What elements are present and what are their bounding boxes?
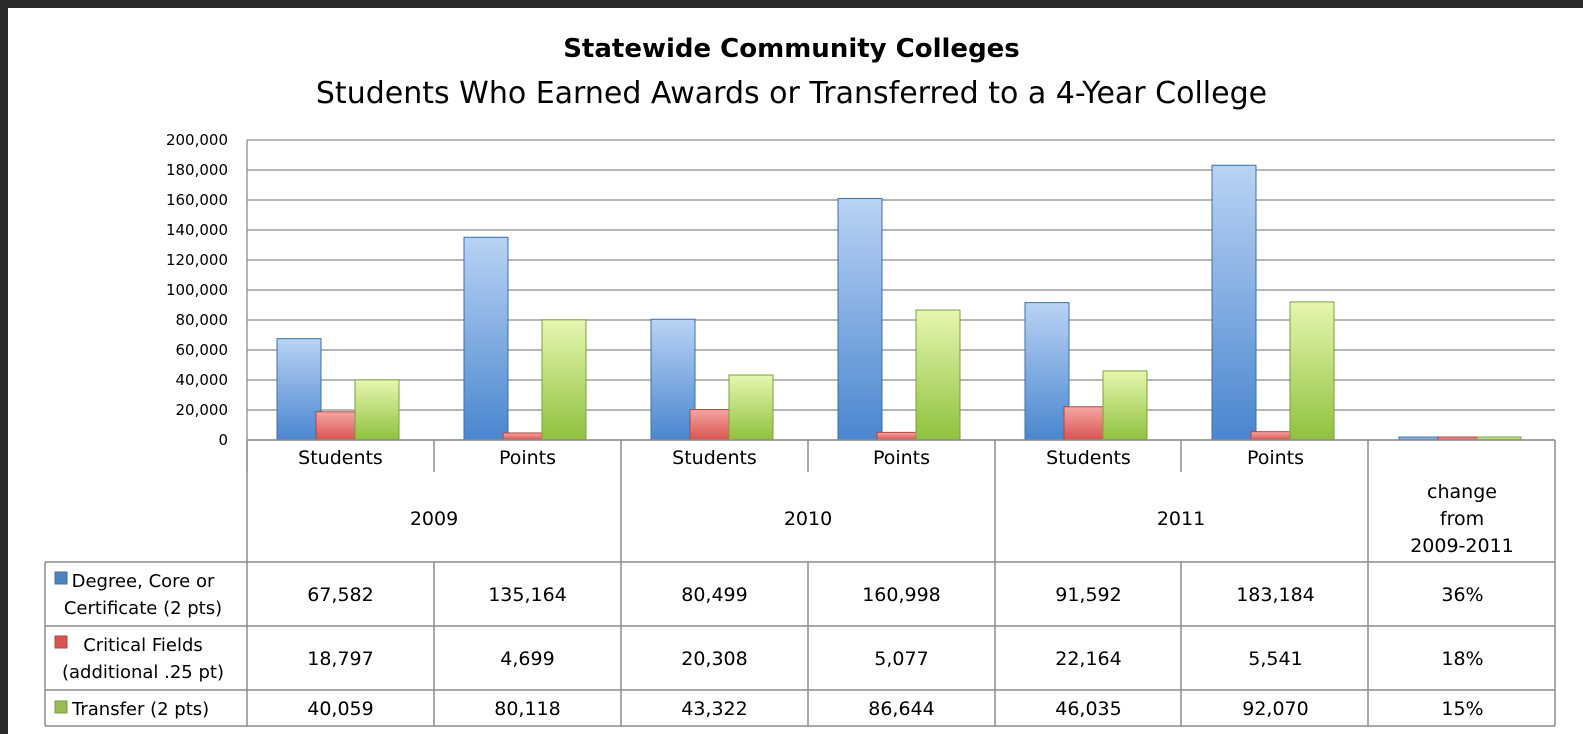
data-label: 43,322 xyxy=(681,698,747,720)
legend-entry: (additional .25 pt) xyxy=(62,662,224,683)
legend-entry: Critical Fields xyxy=(83,635,203,656)
data-label: 80,499 xyxy=(681,584,747,606)
y-tick-label: 160,000 xyxy=(166,191,228,209)
y-tick-label: 200,000 xyxy=(166,131,228,149)
x-category-label: Points xyxy=(873,447,930,469)
change-header-label: change xyxy=(1427,481,1497,503)
bar xyxy=(502,432,548,441)
bar xyxy=(276,338,322,441)
change-header-label: from xyxy=(1440,508,1484,530)
y-tick-label: 40,000 xyxy=(176,371,229,389)
bar xyxy=(689,409,735,441)
legend-swatch xyxy=(54,635,68,649)
y-tick-label: 100,000 xyxy=(166,281,228,299)
bar xyxy=(1289,301,1335,441)
bar xyxy=(837,198,883,441)
bar xyxy=(1211,164,1257,441)
y-tick-label: 60,000 xyxy=(176,341,229,359)
legend-entry: Transfer (2 pts) xyxy=(71,699,209,720)
data-label: 80,118 xyxy=(494,698,560,720)
legend-swatch xyxy=(54,571,68,585)
x-category-label: Students xyxy=(1046,447,1131,469)
x-category-label: Points xyxy=(1247,447,1304,469)
data-label: 91,592 xyxy=(1055,584,1121,606)
data-label: 4,699 xyxy=(500,648,554,670)
bar xyxy=(1024,302,1070,441)
data-label: 46,035 xyxy=(1055,698,1121,720)
year-group-label: 2010 xyxy=(784,508,832,530)
y-tick-label: 180,000 xyxy=(166,161,228,179)
data-label: 18% xyxy=(1441,648,1483,670)
x-category-label: Students xyxy=(298,447,383,469)
bar xyxy=(1102,370,1148,441)
bar xyxy=(915,309,961,441)
data-label: 92,070 xyxy=(1242,698,1308,720)
legend-entry: Certificate (2 pts) xyxy=(64,598,222,619)
bar xyxy=(541,319,587,441)
y-tick-label: 20,000 xyxy=(176,401,229,419)
bar xyxy=(315,411,361,441)
data-label: 135,164 xyxy=(488,584,567,606)
data-label: 67,582 xyxy=(307,584,373,606)
bar xyxy=(1063,406,1109,441)
x-category-label: Points xyxy=(499,447,556,469)
data-label: 36% xyxy=(1441,584,1483,606)
data-label: 22,164 xyxy=(1055,648,1121,670)
year-group-label: 2011 xyxy=(1157,508,1205,530)
y-tick-label: 0 xyxy=(218,431,228,449)
data-label: 40,059 xyxy=(307,698,373,720)
x-category-label: Students xyxy=(672,447,757,469)
bar xyxy=(1250,431,1296,441)
data-label: 18,797 xyxy=(307,648,373,670)
chart-title: Statewide Community Colleges xyxy=(563,34,1020,64)
year-group-label: 2009 xyxy=(410,508,458,530)
y-tick-label: 140,000 xyxy=(166,221,228,239)
bar xyxy=(354,379,400,441)
bar xyxy=(463,236,509,441)
data-label: 160,998 xyxy=(862,584,941,606)
data-label: 15% xyxy=(1441,698,1483,720)
data-label: 86,644 xyxy=(868,698,934,720)
legend-entry: Degree, Core or xyxy=(72,571,215,592)
bar xyxy=(876,431,922,441)
data-label: 183,184 xyxy=(1236,584,1315,606)
change-header-label: 2009-2011 xyxy=(1410,535,1514,557)
chart-subtitle: Students Who Earned Awards or Transferre… xyxy=(315,76,1268,111)
bar xyxy=(728,374,774,441)
data-label: 5,077 xyxy=(874,648,928,670)
bar xyxy=(650,318,696,441)
legend-swatch xyxy=(54,700,68,714)
y-tick-label: 80,000 xyxy=(176,311,229,329)
y-tick-label: 120,000 xyxy=(166,251,228,269)
data-label: 20,308 xyxy=(681,648,747,670)
data-label: 5,541 xyxy=(1248,648,1302,670)
